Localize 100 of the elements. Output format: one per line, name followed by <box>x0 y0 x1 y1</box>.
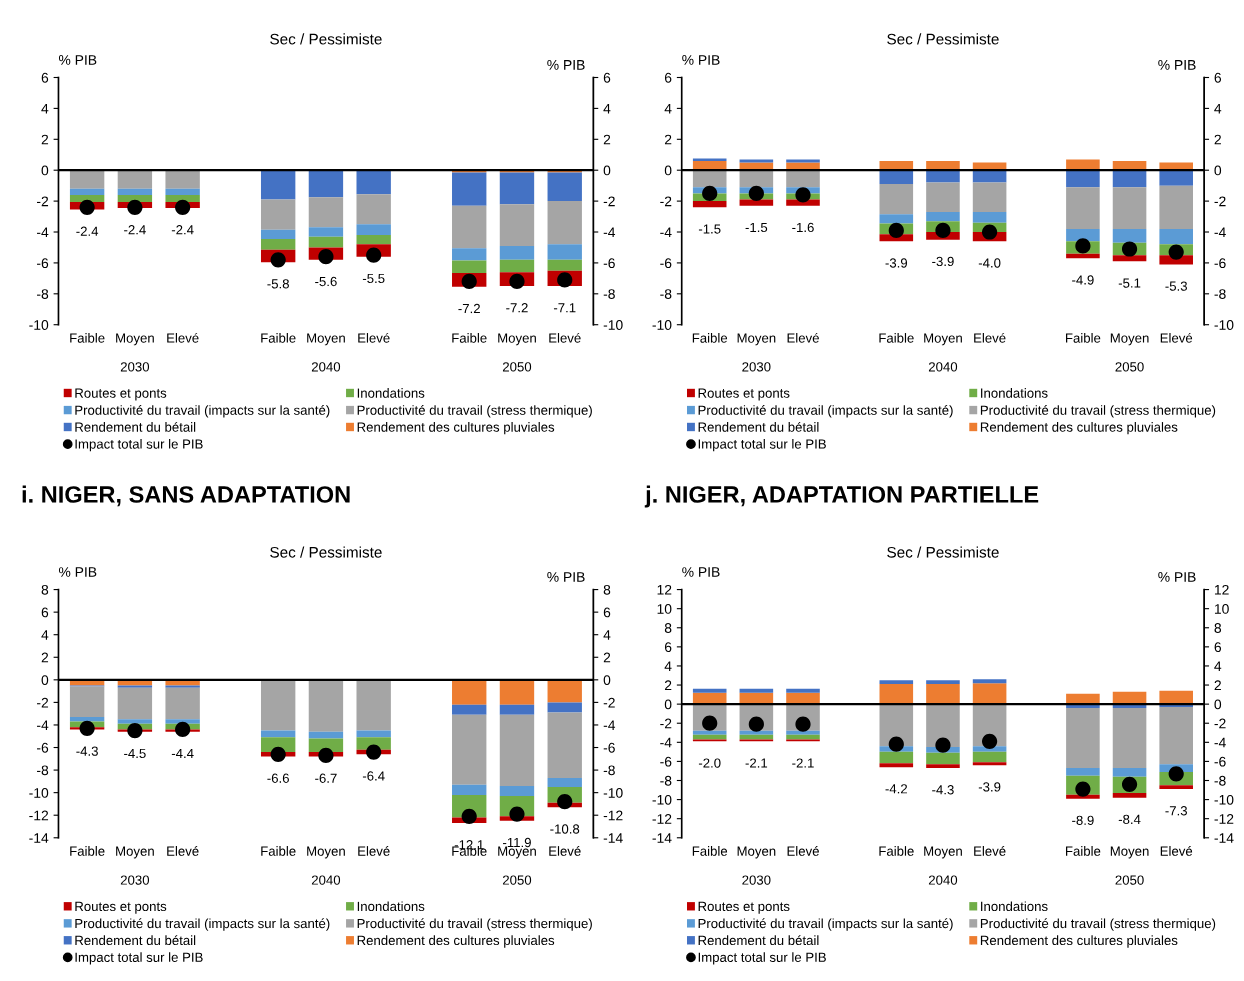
legend-label: Rendement du bétail <box>75 935 196 946</box>
y-tick-label: -6 <box>37 258 49 269</box>
bar <box>739 199 774 206</box>
bar <box>1112 255 1147 262</box>
y2-tick-label: 2 <box>1214 134 1221 145</box>
legend-label: Productivité du travail (impacts sur la santé) <box>75 405 330 418</box>
bar <box>69 188 105 195</box>
data-label: -7.2 <box>458 303 480 314</box>
y2-tick-label: 8 <box>1214 623 1222 633</box>
bar <box>499 704 535 715</box>
y2-tick-label: -4 <box>1214 227 1226 238</box>
y2-tick-label: 0 <box>1214 699 1222 710</box>
y-tick-label: 6 <box>664 642 672 653</box>
bar <box>165 719 200 724</box>
point <box>175 199 191 215</box>
y-tick-label: 10 <box>657 604 672 614</box>
bar <box>499 204 535 246</box>
y2-tick-label: -10 <box>1214 320 1234 330</box>
y2-tick-label: -6 <box>603 742 615 753</box>
y-axis-title: % PIB <box>58 567 97 577</box>
bar <box>926 752 960 765</box>
legend-label: Productivité du travail (impacts sur la santé) <box>75 918 330 931</box>
bar <box>926 182 960 212</box>
y-tick-label: -8 <box>37 289 49 299</box>
bar <box>879 170 914 185</box>
data-label: -11.9 <box>503 837 531 848</box>
y2-tick-label: 2 <box>603 652 611 663</box>
y2-tick-label: -2 <box>603 697 615 708</box>
point <box>888 222 904 239</box>
bar <box>547 702 582 713</box>
bar <box>356 235 391 245</box>
point <box>79 720 95 736</box>
bar <box>117 188 153 195</box>
y2-tick-label: -8 <box>1214 775 1226 786</box>
bar <box>308 197 344 228</box>
data-label: -2.0 <box>698 758 721 768</box>
y2-tick-label: -6 <box>1214 258 1226 269</box>
bar <box>1066 228 1100 242</box>
y-tick-label: 0 <box>41 165 49 176</box>
y-tick-label: -10 <box>652 320 672 330</box>
x-tick-label: Faible <box>1066 846 1101 856</box>
text: 2030 <box>120 362 150 372</box>
bar <box>1066 794 1100 799</box>
data-label: -4.3 <box>932 785 954 795</box>
bar <box>739 730 774 735</box>
y-tick-label: -12 <box>29 810 49 821</box>
y-tick-label: 4 <box>41 103 49 114</box>
bar <box>1066 170 1100 188</box>
bar <box>260 679 296 731</box>
bar <box>1159 228 1193 245</box>
bar <box>547 777 582 788</box>
x-tick-label: Faible <box>70 333 105 343</box>
point <box>318 249 334 265</box>
bar <box>972 751 1007 763</box>
y-tick-label: -12 <box>652 814 672 824</box>
data-label: -5.5 <box>362 273 385 284</box>
bar <box>692 201 727 208</box>
x-tick-label: Moyen <box>737 846 776 859</box>
y2-tick-label: 10 <box>1214 604 1229 614</box>
legend-label: Routes et ponts <box>698 388 790 401</box>
y2-tick-label: 4 <box>603 103 611 114</box>
data-label: -2.4 <box>171 225 194 235</box>
text: 2040 <box>311 875 341 885</box>
x-tick-label: Moyen <box>307 846 345 859</box>
text: 2030 <box>742 362 771 372</box>
y-tick-label: -6 <box>37 742 49 753</box>
data-label: -4.9 <box>1072 275 1094 285</box>
text: 2030 <box>742 875 771 885</box>
legend-label: Impact total sur le PIB <box>698 952 826 965</box>
y-tick-label: -8 <box>37 765 49 776</box>
x-tick-label: Moyen <box>737 333 776 346</box>
bar <box>972 679 1007 684</box>
bar <box>926 211 960 222</box>
bar <box>972 211 1007 223</box>
bar <box>926 764 960 769</box>
bar <box>165 685 200 688</box>
point <box>127 199 143 215</box>
bar <box>926 684 960 705</box>
bar <box>452 714 487 785</box>
x-tick-label: Faible <box>692 333 728 343</box>
y-tick-label: 8 <box>41 584 49 595</box>
y2-tick-label: 4 <box>603 630 611 640</box>
x-tick-label: Faible <box>1066 333 1101 343</box>
bar <box>1112 187 1147 229</box>
y-axis-title: % PIB <box>682 55 720 65</box>
y-tick-label: 2 <box>664 680 672 691</box>
y-tick-label: -10 <box>652 794 672 805</box>
text: 2050 <box>1115 875 1144 885</box>
bar <box>452 248 487 261</box>
y2-tick-label: -4 <box>603 227 616 238</box>
y2-tick-label: -6 <box>603 258 615 269</box>
point <box>981 224 998 240</box>
bar <box>308 227 344 237</box>
bar <box>1159 707 1193 765</box>
bar <box>69 686 105 718</box>
bar <box>786 159 820 163</box>
y2-tick-label: -8 <box>603 289 615 299</box>
bar <box>1066 707 1100 769</box>
bar <box>452 260 487 273</box>
point <box>1168 244 1184 260</box>
